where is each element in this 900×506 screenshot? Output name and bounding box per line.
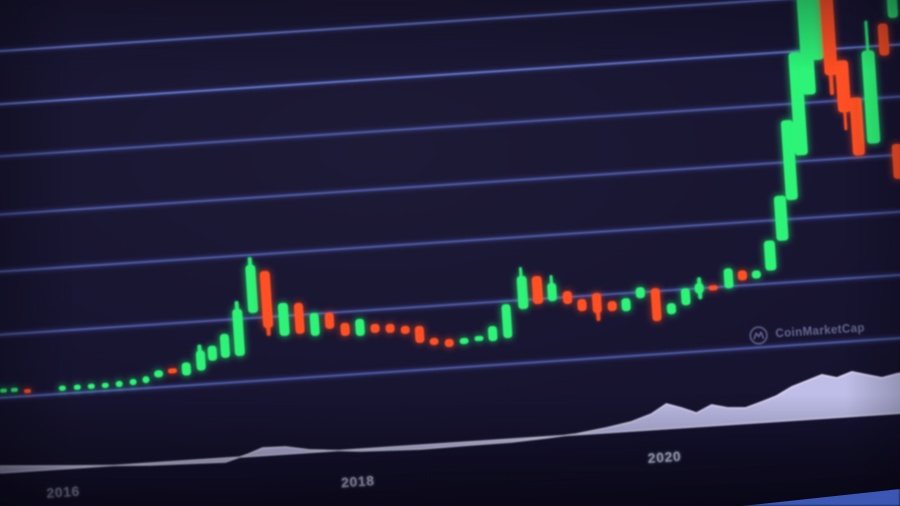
candle <box>0 388 7 394</box>
x-axis-label: 2020 <box>647 447 682 467</box>
candle <box>10 387 18 393</box>
x-axis-label: 2018 <box>340 471 376 491</box>
x-axis-label: 2016 <box>45 482 81 502</box>
